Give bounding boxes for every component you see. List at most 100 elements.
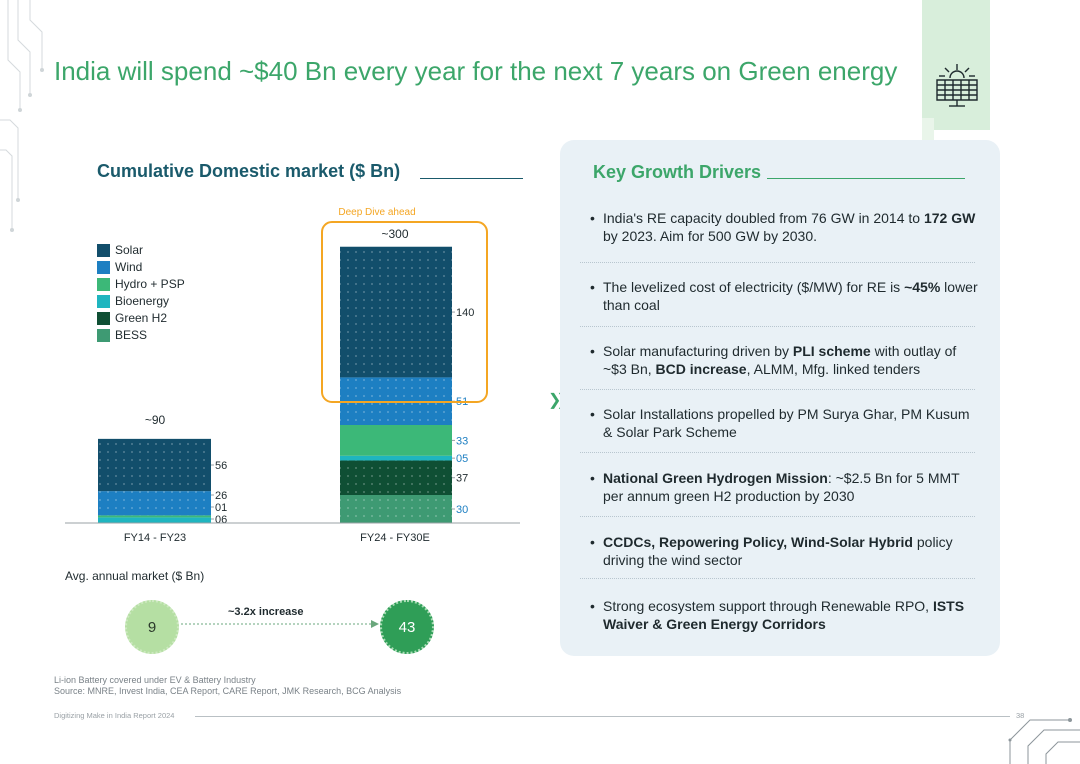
driver-text-run: Solar manufacturing driven by <box>603 343 793 359</box>
driver-text-bold: BCD increase <box>655 361 747 377</box>
driver-item: • India's RE capacity doubled from 76 GW … <box>588 209 978 245</box>
legend-swatch-hydro <box>97 277 110 291</box>
driver-text-run: Solar Installations propelled by PM Sury… <box>603 406 970 440</box>
avg-market-start-circle: 9 <box>125 600 179 654</box>
title-accent-notch <box>922 118 934 140</box>
bar-total-label: ~300 <box>381 227 408 241</box>
deep-dive-label: Deep Dive ahead <box>338 207 415 218</box>
driver-item: • CCDCs, Repowering Policy, Wind-Solar Hy… <box>588 533 978 569</box>
footer-report-name: Digitizing Make in India Report 2024 <box>54 711 175 720</box>
legend-swatch-bioenergy <box>97 294 110 308</box>
page-number: 38 <box>1016 711 1025 720</box>
bar-segment-texture <box>340 495 452 523</box>
driver-text-run: by 2023. Aim for 500 GW by 2030. <box>603 228 818 244</box>
bullet-icon: • <box>590 598 595 614</box>
bar-segment-bioenergy <box>98 517 211 523</box>
legend-item-bioenergy: Bioenergy <box>97 293 169 309</box>
legend-swatch-green-h2 <box>97 311 110 325</box>
legend-swatch-solar <box>97 243 110 257</box>
driver-text-run: India's RE capacity doubled from 76 GW i… <box>603 210 924 226</box>
bar-segment-bioenergy <box>340 455 452 461</box>
legend-swatch-bess <box>97 328 110 342</box>
footnote-source: Source: MNRE, Invest India, CEA Report, … <box>54 686 402 696</box>
driver-text: Solar manufacturing driven by PLI scheme… <box>603 343 956 377</box>
bullet-icon: • <box>590 279 595 295</box>
driver-item: • National Green Hydrogen Mission: ~$2.5 … <box>588 469 978 505</box>
bullet-icon: • <box>590 210 595 226</box>
bar-segment-hydro-psp <box>98 515 211 518</box>
chart-title-rule <box>420 178 523 179</box>
driver-text: National Green Hydrogen Mission: ~$2.5 B… <box>603 470 959 504</box>
avg-market-label: Avg. annual market ($ Bn) <box>65 569 205 583</box>
legend-item-green-h2: Green H2 <box>97 310 167 326</box>
driver-text-bold: ISTS Waiver & Green Energy Corridors <box>603 598 965 632</box>
deep-dive-box <box>321 221 488 403</box>
driver-separator <box>580 578 975 579</box>
driver-item: • Solar manufacturing driven by PLI schem… <box>588 342 978 378</box>
driver-text-run: policy driving the wind sector <box>603 534 953 568</box>
data-label: 33 <box>456 435 468 447</box>
footer-rule <box>195 716 1010 717</box>
legend-item-bess: BESS <box>97 327 147 343</box>
driver-text-run: : ~$2.5 Bn for 5 MMT per annum green H2 … <box>603 470 960 504</box>
driver-text-bold: ~45% <box>904 279 941 295</box>
page-title: India will spend ~$40 Bn every year for … <box>54 56 898 86</box>
drivers-heading-rule <box>767 178 965 179</box>
driver-text: India's RE capacity doubled from 76 GW i… <box>603 210 975 244</box>
driver-text: CCDCs, Repowering Policy, Wind-Solar Hyb… <box>603 534 953 568</box>
bar-total-label: ~90 <box>145 413 166 427</box>
x-tick-label: FY14 - FY23 <box>124 532 186 544</box>
bar-segment-texture <box>340 246 452 378</box>
legend-swatch-wind <box>97 260 110 274</box>
driver-text: Solar Installations propelled by PM Sury… <box>603 406 970 440</box>
legend-item-hydro: Hydro + PSP <box>97 276 185 292</box>
title-accent-tab <box>922 0 990 130</box>
driver-text-run: The levelized cost of electricity ($/MW)… <box>603 279 905 295</box>
bullet-icon: • <box>590 470 595 486</box>
increase-label: ~3.2x increase <box>228 606 304 618</box>
bar-segment-texture <box>98 491 211 516</box>
data-label: 05 <box>456 453 468 465</box>
data-label: 37 <box>456 473 468 485</box>
driver-separator <box>580 452 975 453</box>
driver-text-run: , ALMM, Mfg. linked tenders <box>746 361 921 377</box>
legend-label: BESS <box>115 328 148 342</box>
bullet-icon: • <box>590 343 595 359</box>
legend-label: Hydro + PSP <box>115 277 185 291</box>
driver-text: Strong ecosystem support through Renewab… <box>603 598 964 632</box>
driver-text: The levelized cost of electricity ($/MW)… <box>603 279 978 313</box>
footnote-battery: Li-ion Battery covered under EV & Batter… <box>54 675 256 685</box>
driver-text-bold: National Green Hydrogen Mission <box>603 470 828 486</box>
driver-item: • Solar Installations propelled by PM Sur… <box>588 405 978 441</box>
key-growth-drivers-card <box>560 140 1000 656</box>
driver-text-bold: CCDCs, Repowering Policy, Wind-Solar Hyb… <box>603 534 913 550</box>
x-tick-label: FY24 - FY30E <box>360 532 430 544</box>
data-label: 56 <box>215 460 227 472</box>
data-label: 06 <box>215 514 227 526</box>
bullet-icon: • <box>590 534 595 550</box>
chart-title: Cumulative Domestic market ($ Bn) <box>97 161 401 181</box>
legend-item-solar: Solar <box>97 242 143 258</box>
driver-text-run: Strong ecosystem support through Renewab… <box>603 598 933 614</box>
legend-label: Wind <box>115 260 143 274</box>
driver-separator <box>580 326 975 327</box>
driver-separator <box>580 262 975 263</box>
bullet-icon: • <box>590 406 595 422</box>
solar-panel-icon <box>936 64 978 107</box>
avg-market-end-circle: 43 <box>380 600 434 654</box>
drivers-heading: Key Growth Drivers <box>593 162 762 182</box>
data-label: 01 <box>215 502 227 514</box>
increase-arrow <box>181 620 379 628</box>
circuit-decoration-left <box>0 0 44 232</box>
legend-item-wind: Wind <box>97 259 142 275</box>
driver-text-bold: 172 GW <box>923 210 976 226</box>
driver-text-run: lower than coal <box>603 279 978 313</box>
driver-separator <box>580 516 975 517</box>
bar-segment-texture <box>340 460 452 495</box>
driver-item: • The levelized cost of electricity ($/MW… <box>588 278 978 314</box>
legend-label: Bioenergy <box>115 294 170 308</box>
driver-separator <box>580 389 975 390</box>
circuit-decoration-right <box>1008 718 1080 764</box>
data-label: 30 <box>456 504 468 516</box>
